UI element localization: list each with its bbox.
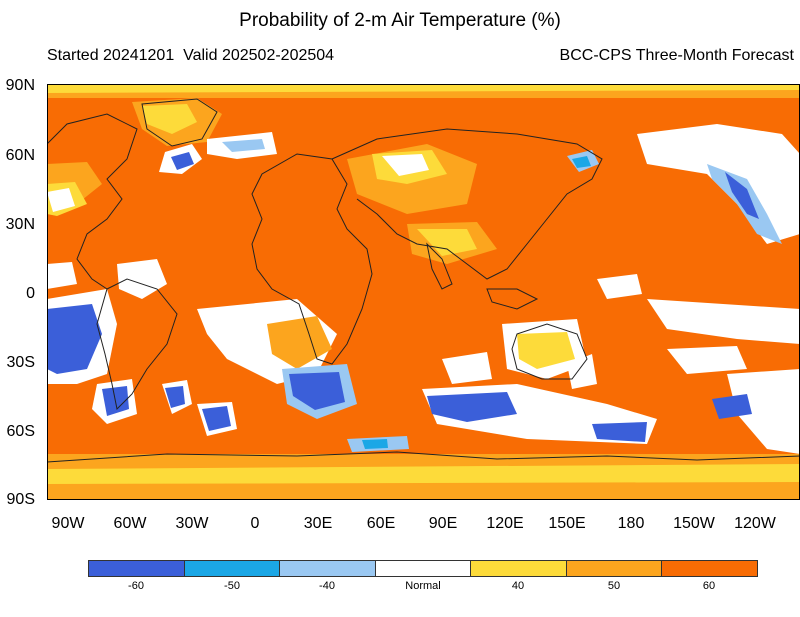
lon-label-120e: 120E (486, 515, 524, 532)
lon-label-150w: 150W (673, 515, 715, 532)
na-white (47, 188, 75, 212)
lon-label-90w: 90W (51, 515, 85, 532)
coastlines (47, 98, 800, 463)
subtitle-dates: Started 20241201 Valid 202502-202504 (47, 47, 334, 65)
lon-label-60w: 60W (113, 515, 147, 532)
valid-period: Valid 202502-202504 (183, 47, 335, 64)
legend-swatch-normal (375, 561, 472, 576)
legend-label-minus40: -40 (319, 580, 335, 592)
legend-swatch-minus50 (184, 561, 281, 576)
lat-label-60n: 60N (5, 147, 35, 164)
legend-swatch-minus60 (89, 561, 185, 576)
legend-label-60: 60 (702, 580, 716, 592)
so-blue-west (427, 392, 517, 422)
color-legend (88, 560, 758, 577)
legend-swatch-minus40 (280, 561, 376, 576)
spac-east-white (727, 369, 800, 454)
legend-swatch-60 (662, 561, 758, 576)
tibet-yellow (417, 229, 477, 256)
australia-yellow (517, 332, 575, 369)
lon-label-30w: 30W (175, 515, 209, 532)
wpac-white (597, 274, 642, 299)
lon-label-150e: 150E (548, 515, 586, 532)
lon-label-0: 0 (250, 515, 260, 532)
lon-label-90e: 90E (428, 515, 458, 532)
lat-label-90s: 90S (6, 491, 35, 508)
kamchatka-blue (572, 156, 591, 168)
lon-label-60e: 60E (366, 515, 396, 532)
started-date: Started 20241201 (47, 47, 175, 64)
lat-label-90n: 90N (5, 77, 35, 94)
natl-lightblue (222, 139, 265, 152)
io-white (442, 352, 492, 384)
lon-label-120w: 120W (734, 515, 776, 532)
natl-blue (171, 152, 194, 170)
antarctic-blue (362, 439, 388, 449)
lat-label-60s: 60S (6, 423, 35, 440)
lon-label-180: 180 (617, 515, 645, 532)
epac-tropical-white (647, 299, 800, 344)
sepac-blue (47, 304, 102, 374)
spac-white (667, 346, 747, 374)
antarctic-bottom (47, 482, 800, 500)
satl-sw-blue (202, 406, 231, 431)
legend-label-50: 50 (607, 580, 621, 592)
spac-east-blue (712, 394, 752, 419)
model-label: BCC-CPS Three-Month Forecast (559, 47, 794, 64)
lat-label-30s: 30S (6, 354, 35, 371)
forecast-map (47, 84, 800, 500)
arctic-edge (47, 84, 800, 93)
siberia-white (382, 154, 429, 176)
lon-label-30e: 30E (303, 515, 333, 532)
so-blue-east (592, 422, 647, 442)
satl-blue (289, 372, 345, 410)
legend-swatch-50 (566, 561, 663, 576)
epac-white (47, 262, 77, 289)
legend-label-normal: Normal (405, 580, 441, 592)
map-canvas (47, 84, 800, 500)
greenland-core (142, 104, 197, 134)
map-title: Probability of 2-m Air Temperature (%) (239, 10, 561, 31)
legend-label-40: 40 (511, 580, 525, 592)
npac-blue (725, 172, 759, 219)
sa-north-white (117, 259, 167, 299)
legend-label-minus60: -60 (128, 580, 144, 592)
legend-label-minus50: -50 (224, 580, 240, 592)
legend-swatch-40 (471, 561, 567, 576)
satl-west-blue (165, 386, 185, 408)
lat-label-equator: 0 (26, 285, 35, 302)
lat-label-30n: 30N (5, 216, 35, 233)
